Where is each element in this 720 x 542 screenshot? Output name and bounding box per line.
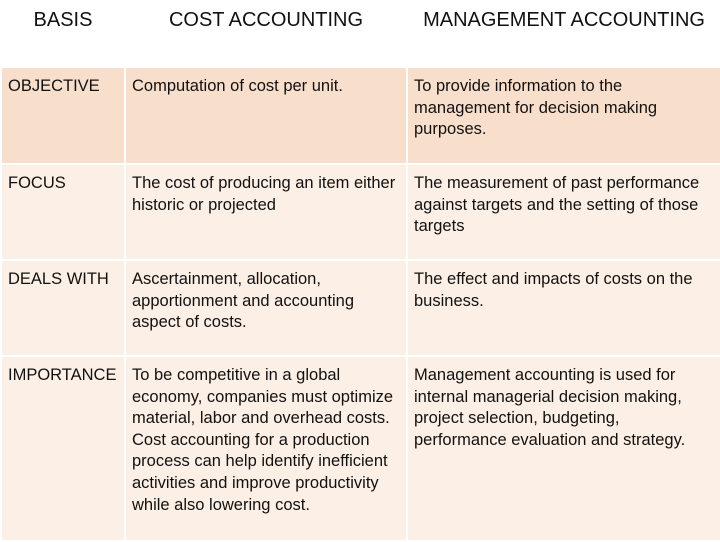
table-row-objective: OBJECTIVE Computation of cost per unit. …	[0, 66, 720, 165]
cost-accounting-cell: To be competitive in a global economy, c…	[124, 355, 408, 542]
header-row: BASIS COST ACCOUNTING MANAGEMENT ACCOUNT…	[0, 0, 720, 68]
table-row-deals-with: DEALS WITH Ascertainment, allocation, ap…	[0, 259, 720, 357]
cost-accounting-cell: Ascertainment, allocation, apportionment…	[124, 259, 408, 357]
table-row-focus: FOCUS The cost of producing an item eith…	[0, 163, 720, 261]
basis-cell: OBJECTIVE	[0, 66, 126, 165]
cost-accounting-cell: The cost of producing an item either his…	[124, 163, 408, 261]
management-accounting-cell: The measurement of past performance agai…	[406, 163, 720, 261]
table-row-importance: IMPORTANCE To be competitive in a global…	[0, 355, 720, 542]
header-cost-accounting: COST ACCOUNTING	[124, 0, 408, 68]
cost-accounting-cell: Computation of cost per unit.	[124, 66, 408, 165]
management-accounting-cell: The effect and impacts of costs on the b…	[406, 259, 720, 357]
header-management-accounting: MANAGEMENT ACCOUNTING	[406, 0, 720, 68]
management-accounting-cell: Management accounting is used for intern…	[406, 355, 720, 542]
basis-cell: IMPORTANCE	[0, 355, 126, 542]
management-accounting-cell: To provide information to the management…	[406, 66, 720, 165]
basis-cell: DEALS WITH	[0, 259, 126, 357]
header-basis: BASIS	[0, 0, 126, 68]
basis-cell: FOCUS	[0, 163, 126, 261]
